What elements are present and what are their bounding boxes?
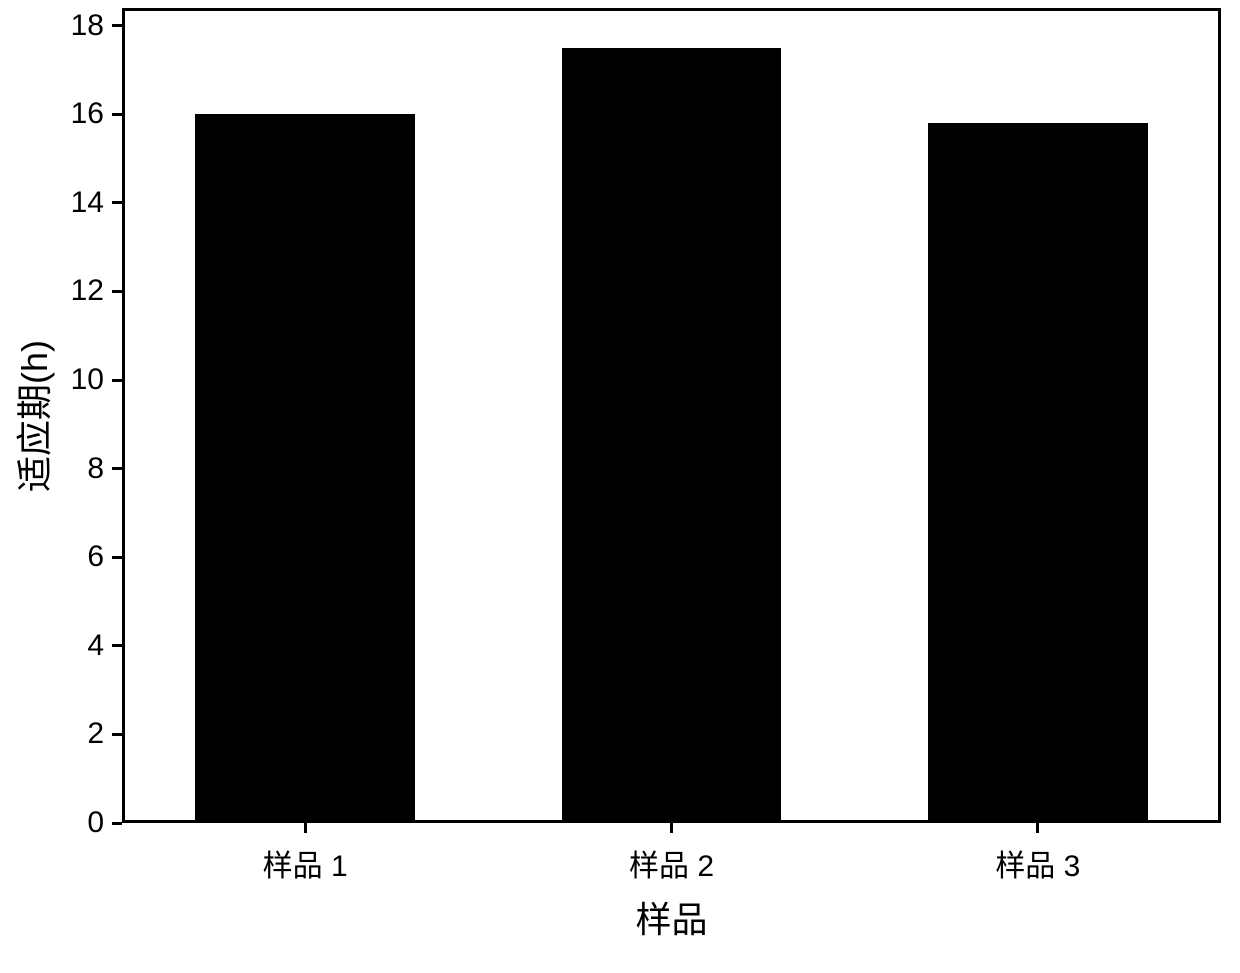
y-axis-label: 适应期(h) bbox=[6, 340, 58, 492]
x-tick bbox=[670, 823, 673, 833]
y-tick bbox=[112, 113, 122, 116]
y-tick-label: 2 bbox=[0, 717, 104, 751]
x-tick-label: 样品 1 bbox=[263, 841, 348, 885]
x-axis-label: 样品 bbox=[635, 891, 707, 943]
y-tick-label: 4 bbox=[0, 629, 104, 663]
y-tick-label: 6 bbox=[0, 540, 104, 574]
bar-chart: 024681012141618样品 1样品 2样品 3适应期(h)样品 bbox=[0, 0, 1240, 973]
x-tick bbox=[304, 823, 307, 833]
y-tick bbox=[112, 290, 122, 293]
y-tick-label: 12 bbox=[0, 274, 104, 308]
y-tick bbox=[112, 201, 122, 204]
y-tick bbox=[112, 644, 122, 647]
y-tick bbox=[112, 24, 122, 27]
x-tick-label: 样品 2 bbox=[629, 841, 714, 885]
y-tick bbox=[112, 379, 122, 382]
y-tick-label: 18 bbox=[0, 9, 104, 43]
x-tick-label: 样品 3 bbox=[995, 841, 1080, 885]
x-tick bbox=[1036, 823, 1039, 833]
y-tick bbox=[112, 733, 122, 736]
y-tick bbox=[112, 822, 122, 825]
bar bbox=[562, 48, 782, 823]
y-tick bbox=[112, 467, 122, 470]
y-tick-label: 0 bbox=[0, 806, 104, 840]
y-tick bbox=[112, 556, 122, 559]
y-tick-label: 14 bbox=[0, 186, 104, 220]
y-tick-label: 16 bbox=[0, 97, 104, 131]
bar bbox=[195, 114, 415, 823]
bar bbox=[928, 123, 1148, 823]
